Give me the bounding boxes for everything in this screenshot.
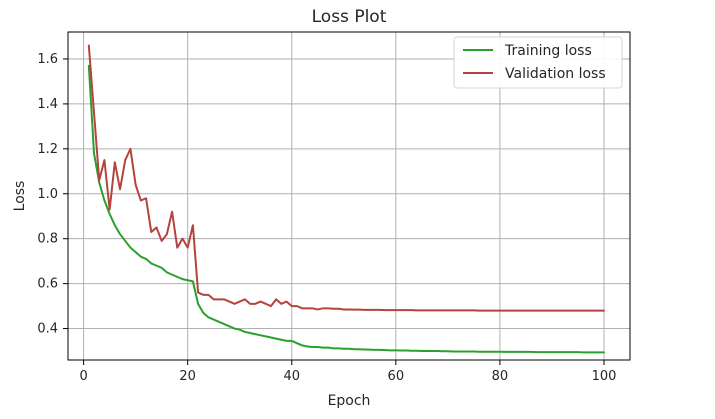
x-axis-label: Epoch [328,393,371,409]
legend-box [453,36,623,89]
y-tick-label-0: 0.4 [37,322,58,337]
y-tick-label-4: 1.2 [37,142,58,157]
legend-validation-label: Validation loss [505,66,606,82]
training-loss-line [87,64,605,354]
x-tick-label-5: 100 [592,369,617,384]
y-tick-label-2: 0.8 [37,232,58,247]
chart-title: Loss Plot [312,7,387,27]
x-tick-label-4: 80 [492,369,509,384]
ticks-layer: 0 20 40 60 80 100 0.4 0.6 0.8 1.0 1.2 1.4 1.6 [37,52,616,384]
y-tick-label-1: 0.6 [37,277,58,292]
x-tick-label-1: 20 [179,369,196,384]
y-axis-label: Loss [12,181,28,212]
y-tick-label-5: 1.4 [37,97,58,112]
y-tick-label-6: 1.6 [37,52,58,67]
y-tick-label-3: 1.0 [37,187,58,202]
legend: Training loss Validation loss [453,36,623,89]
x-tick-label-0: 0 [79,369,87,384]
series-layer [87,44,605,354]
legend-training-label: Training loss [504,43,592,59]
x-tick-label-2: 40 [283,369,300,384]
validation-loss-line [87,44,605,312]
plot-frame [67,31,631,361]
x-tick-label-3: 60 [388,369,405,384]
